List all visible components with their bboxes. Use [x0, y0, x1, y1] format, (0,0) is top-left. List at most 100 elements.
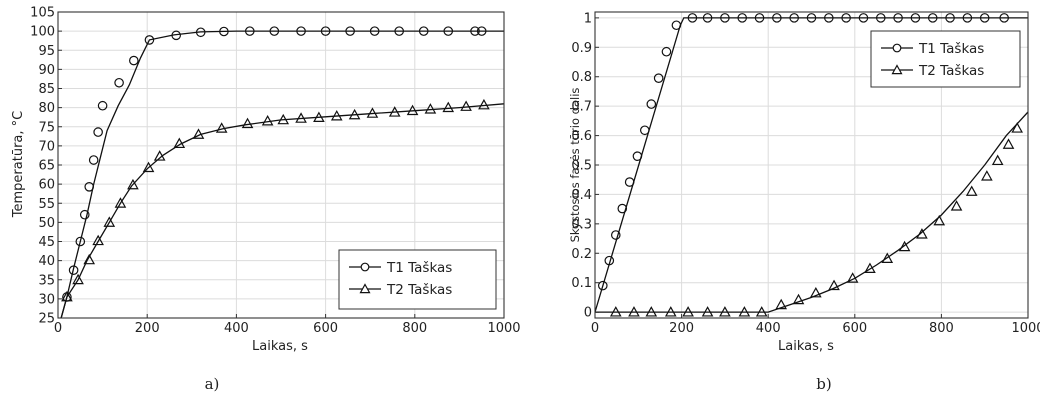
- circle-marker: [269, 26, 280, 36]
- circle-marker: [345, 26, 355, 36]
- triangle-marker: [295, 112, 307, 123]
- circle-marker: [927, 13, 938, 23]
- triangle-marker: [478, 98, 490, 110]
- circle-marker: [893, 13, 903, 23]
- triangle-marker: [460, 100, 472, 111]
- triangle-marker: [153, 150, 166, 161]
- circle-marker: [789, 13, 799, 23]
- triangle-marker: [61, 290, 73, 302]
- circle-marker: [875, 13, 886, 23]
- circle-marker: [394, 26, 404, 36]
- y-tick-label: 0.3: [571, 217, 592, 232]
- triangle-marker: [313, 111, 325, 123]
- y-tick-label: 0: [584, 306, 592, 321]
- triangle-marker: [965, 185, 978, 196]
- circle-marker: [824, 13, 834, 23]
- circle-marker: [632, 151, 643, 161]
- y-tick-label: 0.7: [571, 100, 592, 115]
- y-tick-label: 55: [38, 197, 55, 212]
- triangle-marker: [933, 214, 946, 226]
- y-tick-label: 100: [30, 25, 55, 40]
- triangle-marker: [366, 107, 379, 118]
- circle-marker: [129, 55, 139, 66]
- y-tick-label: 40: [38, 254, 55, 269]
- circle-marker: [945, 13, 955, 23]
- triangle-marker: [241, 117, 254, 129]
- circle-marker: [88, 155, 99, 165]
- x-tick-label: 600: [313, 321, 338, 336]
- triangle-marker: [828, 279, 840, 291]
- triangle-marker: [775, 298, 788, 310]
- y-tick-label: 105: [30, 6, 55, 21]
- triangle-marker: [664, 306, 677, 317]
- triangle-marker: [792, 293, 805, 305]
- triangle-marker: [173, 137, 186, 149]
- x-tick-label: 400: [756, 321, 781, 336]
- plot-area-frame: [57, 11, 505, 319]
- legend-box: [870, 30, 1021, 88]
- triangle-marker: [215, 122, 228, 133]
- triangle-marker: [950, 200, 963, 211]
- circle-marker: [79, 209, 90, 220]
- triangle-marker: [864, 262, 876, 274]
- circle-marker: [999, 13, 1009, 23]
- panel-b: Skystosios fazės tūrio dalis Laikas, s b…: [568, 11, 1040, 393]
- triangle-marker: [719, 306, 731, 317]
- legend-label: T2 Taškas: [386, 282, 452, 298]
- circle-marker: [720, 13, 730, 23]
- circle-marker: [84, 182, 95, 192]
- circle-marker: [617, 203, 628, 214]
- circle-marker: [443, 26, 454, 36]
- series-line: [60, 103, 504, 318]
- x-tick-label: 400: [224, 321, 249, 336]
- triangle-marker: [388, 106, 401, 117]
- y-tick-label: 0.8: [571, 70, 592, 85]
- circle-marker: [244, 26, 255, 36]
- x-tick-label: 200: [135, 321, 160, 336]
- series-line: [595, 17, 1028, 313]
- panel-a: Temperatūra, °C Laikas, s a) 0 200 400 600 8…: [11, 6, 521, 394]
- x-tick-label: 1000: [487, 321, 520, 336]
- circle-marker: [604, 255, 615, 266]
- legend-label: T1 Taškas: [918, 41, 984, 57]
- panel-a-ylabel: Temperatūra, °C: [11, 111, 26, 218]
- circle-marker: [369, 26, 380, 36]
- circle-marker: [75, 236, 86, 247]
- series-line: [595, 111, 1028, 313]
- plot-area-frame: [594, 11, 1029, 319]
- circle-marker: [470, 26, 480, 36]
- triangle-marker: [1011, 122, 1023, 133]
- legend-label: T2 Taškas: [918, 63, 984, 79]
- circle-marker: [68, 265, 79, 275]
- triangle-marker: [981, 170, 993, 181]
- y-tick-label: 35: [38, 273, 55, 288]
- triangle-marker: [277, 113, 290, 125]
- y-tick-label: 0.9: [571, 41, 592, 56]
- circle-marker: [320, 26, 331, 36]
- y-tick-label: 65: [38, 159, 55, 174]
- triangle-marker: [881, 252, 894, 264]
- triangle-marker: [991, 154, 1004, 166]
- circle-marker: [476, 26, 487, 36]
- triangle-marker: [114, 197, 127, 208]
- circle-marker: [195, 27, 206, 38]
- circle-marker: [296, 26, 306, 36]
- y-tick-label: 60: [38, 178, 55, 193]
- y-tick-label: 70: [38, 139, 55, 154]
- triangle-marker: [424, 103, 437, 114]
- y-tick-label: 85: [38, 82, 55, 97]
- triangle-marker: [645, 306, 658, 317]
- triangle-marker: [103, 216, 116, 227]
- circle-marker: [418, 26, 429, 36]
- x-tick-label: 200: [669, 321, 694, 336]
- triangle-marker: [898, 240, 911, 252]
- triangle-marker: [442, 101, 455, 113]
- triangle-marker: [701, 306, 714, 317]
- circle-marker: [754, 13, 765, 23]
- legend-triangle-marker: [359, 283, 371, 294]
- triangle-marker: [682, 306, 694, 317]
- circle-marker: [646, 99, 657, 109]
- triangle-marker: [127, 178, 139, 190]
- y-tick-label: 0.1: [571, 276, 592, 291]
- triangle-marker: [72, 273, 84, 285]
